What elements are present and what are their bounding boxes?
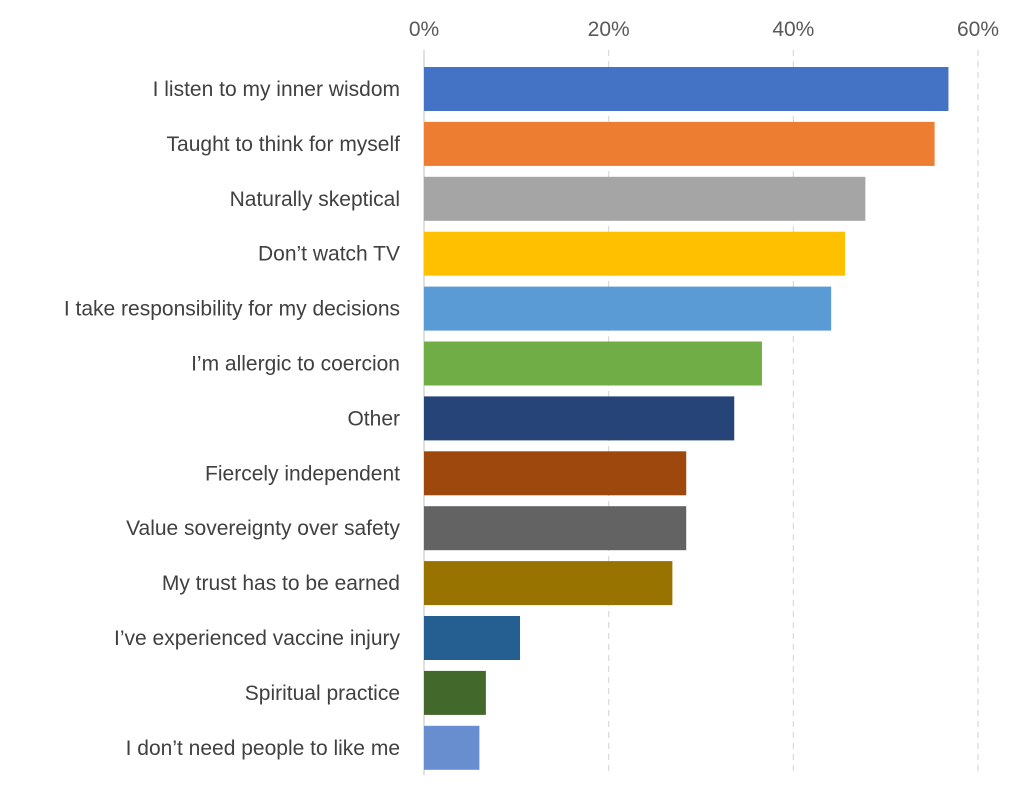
- x-tick-label: 20%: [588, 18, 630, 41]
- bar: [424, 451, 687, 496]
- bar: [424, 561, 673, 606]
- bar: [424, 396, 735, 441]
- category-label: I take responsibility for my decisions: [64, 298, 400, 321]
- bar: [424, 670, 486, 715]
- x-tick-label: 60%: [957, 18, 999, 41]
- category-label: Taught to think for myself: [167, 133, 401, 156]
- category-label: Value sovereignty over safety: [126, 517, 400, 540]
- category-label: Don’t watch TV: [258, 243, 400, 266]
- category-label: My trust has to be earned: [162, 572, 400, 595]
- x-tick-label: 0%: [409, 18, 439, 41]
- bar: [424, 231, 846, 276]
- x-tick-labels: 0% 20% 40% 60%: [409, 18, 999, 41]
- category-label: Other: [347, 407, 400, 430]
- category-label: Spiritual practice: [245, 682, 400, 705]
- bar: [424, 616, 521, 660]
- bar: [424, 176, 866, 221]
- bar: [424, 67, 949, 111]
- category-label: I don’t need people to like me: [126, 737, 400, 760]
- bar: [424, 506, 687, 551]
- x-tick-label: 40%: [772, 18, 814, 41]
- category-label: I’m allergic to coercion: [191, 353, 400, 376]
- category-label: Fiercely independent: [205, 462, 400, 485]
- bars: [424, 67, 949, 770]
- category-label: I’ve experienced vaccine injury: [114, 627, 400, 650]
- bar: [424, 341, 762, 386]
- category-label: Naturally skeptical: [230, 188, 400, 211]
- category-labels: I listen to my inner wisdom Taught to thi…: [64, 78, 401, 760]
- bar: [424, 286, 832, 331]
- bar: [424, 121, 935, 166]
- bar: [424, 725, 480, 770]
- category-label: I listen to my inner wisdom: [153, 78, 400, 101]
